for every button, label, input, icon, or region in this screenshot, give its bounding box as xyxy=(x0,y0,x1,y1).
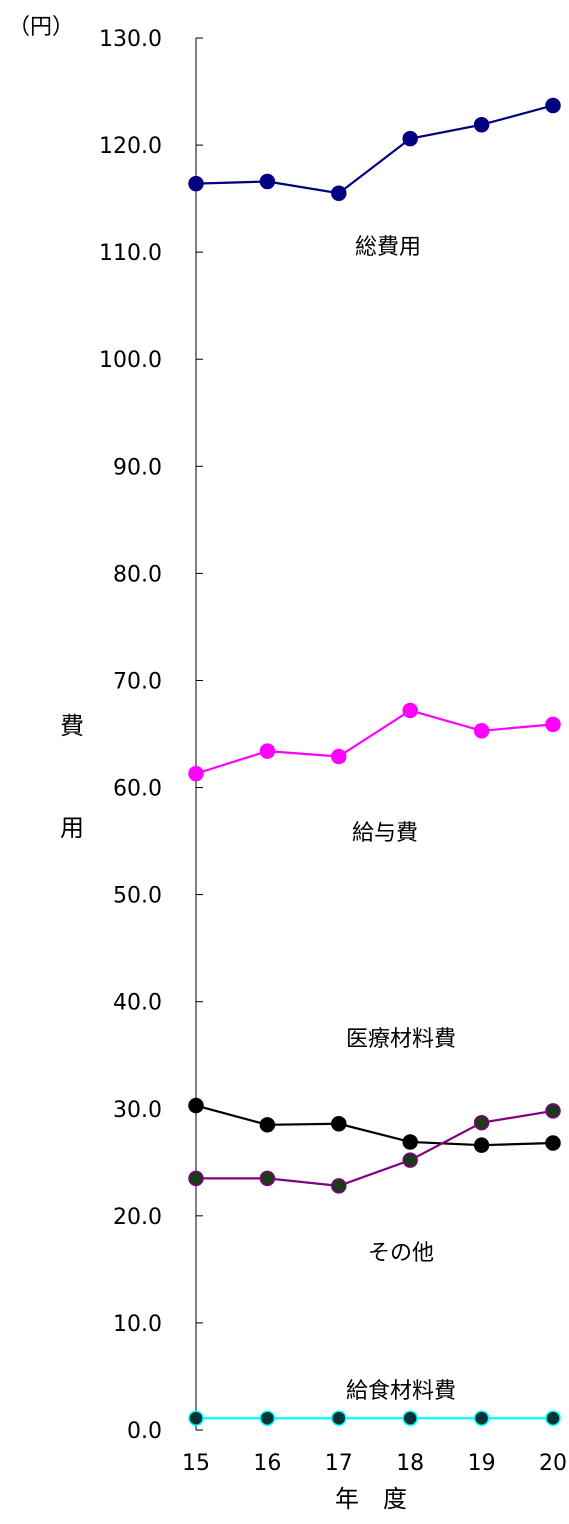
y-tick-label: 120.0 xyxy=(99,134,162,159)
series-1 xyxy=(188,97,561,202)
series-3 xyxy=(188,1097,561,1153)
data-point xyxy=(188,765,204,782)
data-point xyxy=(331,1116,347,1132)
series-label: 給与費 xyxy=(352,821,418,846)
data-point xyxy=(331,1178,347,1194)
y-tick-label: 60.0 xyxy=(113,777,162,802)
y-tick-label: 110.0 xyxy=(99,241,162,266)
data-point xyxy=(188,175,204,192)
data-point xyxy=(545,1103,561,1119)
x-tick-label: 19 xyxy=(468,1451,496,1476)
series-layer xyxy=(188,97,561,1426)
data-point xyxy=(402,1410,418,1426)
data-point xyxy=(545,716,561,733)
data-point xyxy=(331,748,347,765)
data-point xyxy=(473,1114,490,1131)
series-label: 総費用 xyxy=(355,235,421,260)
data-point xyxy=(331,185,347,202)
y-tick-label: 20.0 xyxy=(113,1205,162,1230)
series-2 xyxy=(188,702,561,782)
data-point xyxy=(473,1410,490,1426)
y-axis-title-char-2: 用 xyxy=(60,814,84,842)
x-tick-label: 15 xyxy=(182,1451,210,1476)
data-point xyxy=(259,1170,276,1187)
data-point xyxy=(402,1134,418,1150)
data-point xyxy=(188,1170,204,1187)
data-point xyxy=(473,1137,490,1153)
data-point xyxy=(545,1135,561,1151)
y-tick-label: 0.0 xyxy=(127,1419,162,1444)
y-axis-title-char-1: 費 xyxy=(60,712,84,740)
data-point xyxy=(402,130,418,147)
y-tick-label: 130.0 xyxy=(99,27,162,52)
x-axis-title: 年 度 xyxy=(335,1485,407,1513)
y-unit-label: （円） xyxy=(8,15,74,40)
data-point xyxy=(259,1410,276,1426)
x-tick-label: 18 xyxy=(396,1451,424,1476)
series-line xyxy=(195,1104,554,1147)
x-tick-label: 16 xyxy=(253,1451,281,1476)
series-line xyxy=(195,709,554,775)
x-tick-label: 20 xyxy=(539,1451,567,1476)
x-tick-label: 17 xyxy=(325,1451,353,1476)
series-label: その他 xyxy=(368,1241,434,1266)
data-point xyxy=(188,1097,204,1114)
data-point xyxy=(473,116,490,133)
data-point xyxy=(188,1410,204,1426)
series-5 xyxy=(188,1410,561,1426)
series-line xyxy=(195,104,554,195)
y-tick-label: 90.0 xyxy=(113,455,162,480)
y-tick-label: 10.0 xyxy=(113,1312,162,1337)
data-point xyxy=(402,1152,418,1168)
series-line xyxy=(196,1109,554,1187)
series-4 xyxy=(188,1103,561,1194)
data-point xyxy=(402,702,418,719)
data-point xyxy=(473,723,490,739)
y-tick-label: 40.0 xyxy=(113,991,162,1016)
y-tick-label: 100.0 xyxy=(99,348,162,373)
data-point xyxy=(259,743,276,759)
data-point xyxy=(545,1410,561,1426)
y-tick-label: 50.0 xyxy=(113,884,162,909)
y-tick-label: 70.0 xyxy=(113,669,162,694)
data-point xyxy=(545,97,561,114)
y-tick-label: 30.0 xyxy=(113,1098,162,1123)
data-point xyxy=(259,1117,276,1133)
axes-group: 0.0 10.0 20.0 30.0 40.0 50.0 60.0 70.0 80.0 90.0 1… xyxy=(99,27,567,1476)
series-label: 医療材料費 xyxy=(346,1027,456,1052)
data-point xyxy=(259,173,276,190)
y-tick-label: 80.0 xyxy=(113,562,162,587)
series-label: 給食材料費 xyxy=(346,1379,456,1404)
data-point xyxy=(331,1410,347,1426)
